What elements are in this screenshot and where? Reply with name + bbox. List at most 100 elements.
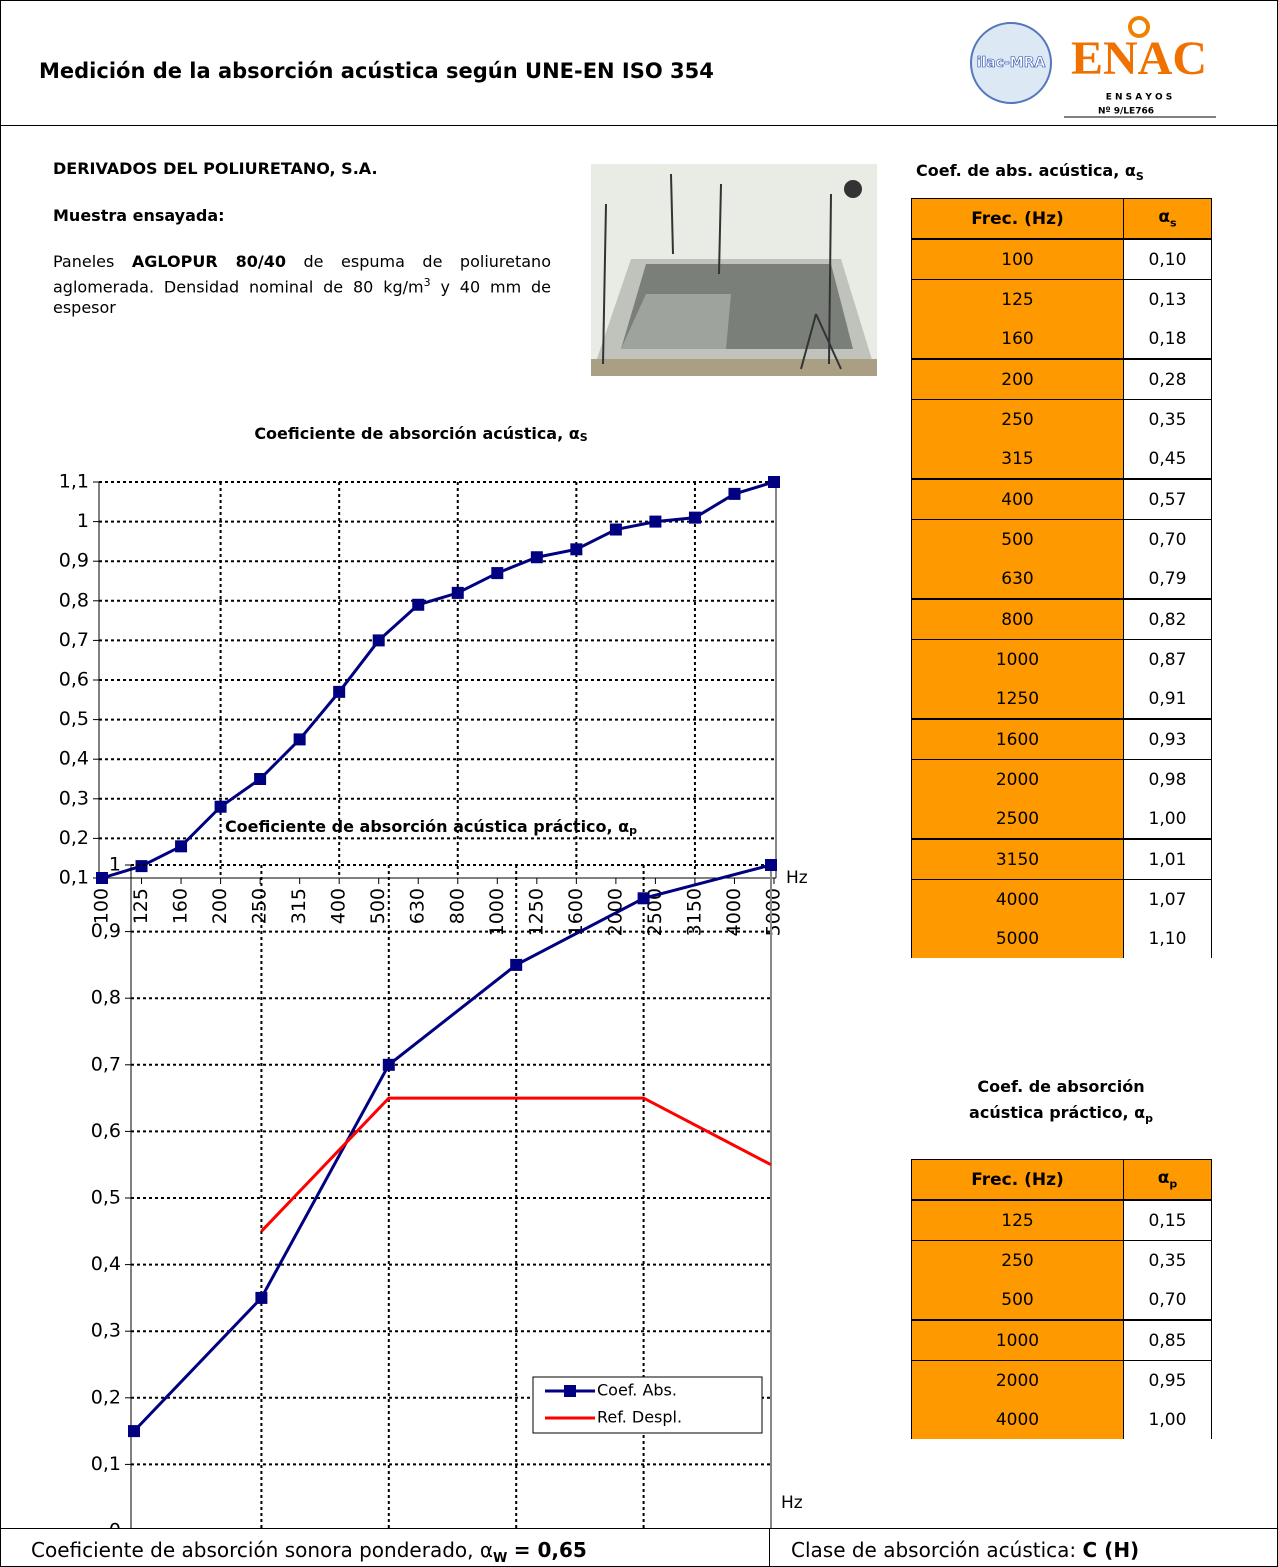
logo-ensayos: E N S A Y O S [1106, 93, 1173, 103]
marker [293, 733, 306, 746]
row: 250 0,35 [911, 399, 1213, 439]
header-title: Medición de la absorción acústica según … [39, 59, 714, 83]
table: Frec. (Hz) αp 125 0,15 250 0,35 500 0,70 1000 0,8… [911, 1159, 1213, 1439]
y-tick-label: 0,6 [91, 1120, 121, 1142]
x-tick-label: 160 [170, 888, 192, 924]
cell: 630 [911, 559, 1124, 599]
cell: 400 [911, 478, 1124, 520]
cell: 125 [911, 279, 1124, 319]
series-line [101, 480, 775, 880]
cell: 0,28 [1122, 358, 1213, 400]
chart-title: Coeficiente de absorción acústica prácti… [225, 817, 637, 838]
row: 4000 1,00 [911, 1400, 1213, 1439]
subscript: p [1145, 1112, 1153, 1126]
logo-enac: ENAC [1071, 32, 1207, 85]
sample-description: Paneles AGLOPUR 80/40 de espuma de poliu… [53, 251, 551, 318]
photo-stands [602, 173, 842, 370]
row: 800 0,82 [911, 598, 1213, 640]
marker [382, 1058, 395, 1071]
row: 125 0,15 [911, 1199, 1213, 1241]
cell: 250 [911, 399, 1124, 439]
marker [372, 634, 385, 647]
value: = 0,65 [513, 1538, 587, 1562]
cell: 0,93 [1122, 718, 1213, 760]
x-tick-label: 630 [407, 888, 429, 924]
y-tick-label: 0,6 [59, 669, 89, 691]
y-tick-label: 0 [109, 1520, 121, 1529]
cell: 5000 [911, 919, 1124, 958]
table: Frec. (Hz) αs 100 0,10 125 0,13 160 0,18 200 0,28… [911, 198, 1213, 958]
text: Coef. de absorción [977, 1077, 1145, 1096]
cell: 4000 [911, 879, 1124, 919]
marker [570, 543, 583, 556]
text: Coeficiente de absorción acústica, α [254, 424, 579, 443]
marker [135, 860, 148, 873]
sample-heading: Muestra ensayada: [53, 206, 225, 225]
cell: 0,13 [1122, 279, 1213, 319]
cell: 125 [911, 1199, 1124, 1241]
x-tick-label: 250 [249, 888, 271, 924]
y-tick-label: 1 [109, 854, 121, 876]
cell: 0,70 [1122, 1280, 1213, 1320]
subscript: p [629, 824, 637, 837]
marker [728, 487, 741, 500]
divider [769, 1528, 770, 1566]
cell: 4000 [911, 1400, 1124, 1439]
x-tick-label: 400 [328, 888, 350, 924]
y-tick-label: 0,1 [91, 1453, 121, 1475]
y-tick-label: 0,7 [91, 1053, 121, 1075]
row: 250 0,35 [911, 1240, 1213, 1280]
photo [591, 164, 877, 376]
photo-frame [591, 359, 877, 376]
logo-crown [1128, 16, 1150, 38]
subscript: W [493, 1551, 508, 1566]
photo-mic [844, 180, 862, 198]
text: α [1158, 207, 1171, 228]
absorption-class: Clase de absorción acústica: C (H) [791, 1538, 1139, 1562]
text: y 40 mm de espesor [53, 277, 552, 318]
legend-marker [564, 1385, 576, 1397]
cell: 3150 [911, 838, 1124, 880]
cell: 1,01 [1122, 838, 1213, 880]
logo: ilac-MRA ENAC E N S A Y O S Nº 9/LE766 [970, 16, 1216, 118]
legend-label: Ref. Despl. [597, 1408, 682, 1427]
marker [128, 1425, 140, 1438]
x-tick-label: 315 [288, 888, 310, 924]
marker [649, 515, 662, 528]
x-unit: Hz [786, 868, 808, 888]
cell: 0,15 [1122, 1199, 1213, 1241]
y-tick-label: 0,5 [91, 1187, 121, 1209]
row: 4000 1,07 [911, 879, 1213, 919]
y-tick-label: 0,2 [59, 827, 89, 849]
subscript: s [1170, 216, 1177, 230]
company: DERIVADOS DEL POLIURETANO, S.A. [53, 159, 378, 178]
logo-globe [970, 22, 1052, 104]
cell: 0,45 [1122, 439, 1213, 479]
marker [688, 511, 701, 524]
cell: 200 [911, 358, 1124, 400]
text: Coef. de abs. acústica, α [916, 161, 1136, 180]
x-tick-label: 800 [446, 888, 468, 924]
header-row: Frec. (Hz) αs [911, 198, 1213, 240]
cell: 1000 [911, 639, 1124, 679]
text: Paneles [53, 252, 132, 271]
cell: 0,91 [1122, 679, 1213, 719]
cell: 0,10 [1122, 238, 1213, 280]
row: 400 0,57 [911, 478, 1213, 520]
header-cell: αp [1122, 1159, 1213, 1201]
subscript: p [1169, 1177, 1178, 1191]
cell: 0,95 [1122, 1360, 1213, 1400]
x-tick-label: 3150 [683, 888, 705, 936]
cell: 0,98 [1122, 759, 1213, 799]
x-tick-label: 1000 [486, 888, 508, 936]
y-tick-label: 0,1 [59, 867, 89, 889]
chart-title: Coeficiente de absorción acústica, αS [254, 424, 587, 445]
cell: 0,79 [1122, 559, 1213, 599]
header-row: Frec. (Hz) αp [911, 1159, 1213, 1201]
cell: 1000 [911, 1319, 1124, 1361]
footer [1, 1528, 1277, 1566]
text: Clase de absorción acústica: [791, 1538, 1083, 1562]
cell: 2500 [911, 799, 1124, 839]
text: acústica práctico, α [969, 1103, 1146, 1122]
